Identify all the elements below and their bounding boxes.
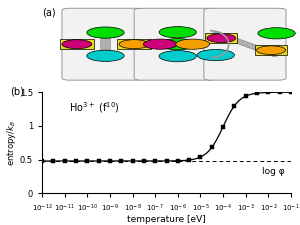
- FancyBboxPatch shape: [145, 41, 208, 47]
- Circle shape: [176, 39, 210, 49]
- FancyBboxPatch shape: [101, 29, 110, 59]
- Circle shape: [62, 40, 92, 49]
- FancyBboxPatch shape: [204, 8, 286, 80]
- Circle shape: [256, 46, 286, 54]
- FancyBboxPatch shape: [62, 8, 144, 80]
- Circle shape: [87, 27, 124, 38]
- Text: Ho$^{3+}$ (f$^{10}$): Ho$^{3+}$ (f$^{10}$): [69, 100, 120, 115]
- X-axis label: temperature [eV]: temperature [eV]: [127, 215, 206, 224]
- Text: (a): (a): [42, 7, 56, 18]
- Circle shape: [143, 39, 177, 49]
- Circle shape: [159, 51, 196, 62]
- Circle shape: [207, 34, 236, 43]
- Circle shape: [119, 40, 149, 49]
- Circle shape: [258, 28, 295, 39]
- Text: log φ: log φ: [262, 167, 284, 176]
- Circle shape: [87, 50, 124, 61]
- Polygon shape: [210, 32, 282, 57]
- Circle shape: [159, 38, 196, 50]
- Circle shape: [197, 50, 234, 61]
- Text: (b): (b): [10, 86, 23, 96]
- Circle shape: [159, 27, 196, 38]
- Y-axis label: entropy/$k_B$: entropy/$k_B$: [5, 120, 19, 166]
- FancyBboxPatch shape: [134, 8, 216, 80]
